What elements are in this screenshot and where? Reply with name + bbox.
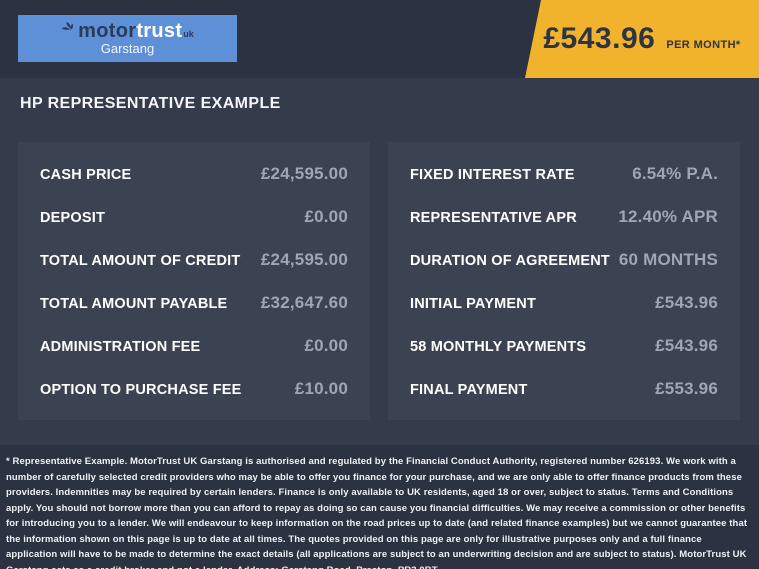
monthly-price-period: PER MONTH*	[666, 39, 741, 51]
footer-band: * Representative Example. MotorTrust UK …	[0, 445, 759, 569]
monthly-price-amount: £543.96	[543, 22, 656, 55]
brand-name-primary: motor	[78, 19, 137, 42]
table-row: FINAL PAYMENT £553.96	[410, 379, 718, 399]
row-value: £0.00	[304, 335, 348, 355]
dealer-logo: motor trust uk Garstang	[18, 15, 237, 62]
row-value: £32,647.60	[260, 292, 348, 312]
header-band: motor trust uk Garstang £543.96 PER MONT…	[0, 0, 759, 78]
row-label: FINAL PAYMENT	[410, 381, 528, 398]
row-label: 58 MONTHLY PAYMENTS	[410, 338, 587, 355]
row-value: £24,595.00	[260, 163, 348, 183]
row-value: £553.96	[655, 378, 718, 398]
row-label: CASH PRICE	[40, 166, 132, 183]
row-value: £0.00	[304, 206, 348, 226]
row-value: 12.40% APR	[618, 206, 718, 226]
row-label: DEPOSIT	[40, 209, 106, 226]
page-title: HP REPRESENTATIVE EXAMPLE	[20, 95, 281, 112]
brand-name-suffix: uk	[183, 28, 194, 39]
legal-disclaimer: * Representative Example. MotorTrust UK …	[6, 456, 748, 569]
table-row: ADMINISTRATION FEE £0.00	[40, 336, 348, 356]
table-row: OPTION TO PURCHASE FEE £10.00	[40, 379, 348, 399]
finance-panels: CASH PRICE £24,595.00 DEPOSIT £0.00 TOTA…	[18, 142, 740, 420]
row-label: INITIAL PAYMENT	[410, 295, 536, 312]
table-row: DURATION OF AGREEMENT 60 MONTHS	[410, 250, 718, 270]
row-value: £10.00	[294, 378, 348, 398]
payment-terms-panel: FIXED INTEREST RATE 6.54% P.A. REPRESENT…	[388, 142, 740, 420]
row-label: OPTION TO PURCHASE FEE	[40, 381, 242, 398]
brand-line: motor trust uk	[61, 21, 194, 41]
table-row: DEPOSIT £0.00	[40, 207, 348, 227]
row-label: TOTAL AMOUNT OF CREDIT	[40, 252, 241, 269]
row-value: 60 MONTHS	[618, 249, 718, 269]
table-row: INITIAL PAYMENT £543.96	[410, 293, 718, 313]
cash-figures-panel: CASH PRICE £24,595.00 DEPOSIT £0.00 TOTA…	[18, 142, 370, 420]
table-row: 58 MONTHLY PAYMENTS £543.96	[410, 336, 718, 356]
row-label: ADMINISTRATION FEE	[40, 338, 201, 355]
row-label: TOTAL AMOUNT PAYABLE	[40, 295, 228, 312]
row-label: REPRESENTATIVE APR	[410, 209, 577, 226]
brand-name-secondary: trust	[136, 19, 183, 42]
row-value: £543.96	[655, 335, 718, 355]
finance-example-body: HP REPRESENTATIVE EXAMPLE CASH PRICE £24…	[0, 78, 759, 445]
row-value: £24,595.00	[260, 249, 348, 269]
row-label: DURATION OF AGREEMENT	[410, 252, 610, 269]
dealer-location-label: Garstang	[100, 40, 155, 56]
table-row: REPRESENTATIVE APR 12.40% APR	[410, 207, 718, 227]
table-row: FIXED INTEREST RATE 6.54% P.A.	[410, 164, 718, 184]
row-value: £543.96	[655, 292, 718, 312]
row-label: FIXED INTEREST RATE	[410, 166, 575, 183]
leaf-icon	[61, 22, 74, 31]
table-row: TOTAL AMOUNT OF CREDIT £24,595.00	[40, 250, 348, 270]
row-value: 6.54% P.A.	[632, 163, 718, 183]
table-row: CASH PRICE £24,595.00	[40, 164, 348, 184]
table-row: TOTAL AMOUNT PAYABLE £32,647.60	[40, 293, 348, 313]
monthly-price-banner: £543.96 PER MONTH*	[525, 0, 759, 78]
